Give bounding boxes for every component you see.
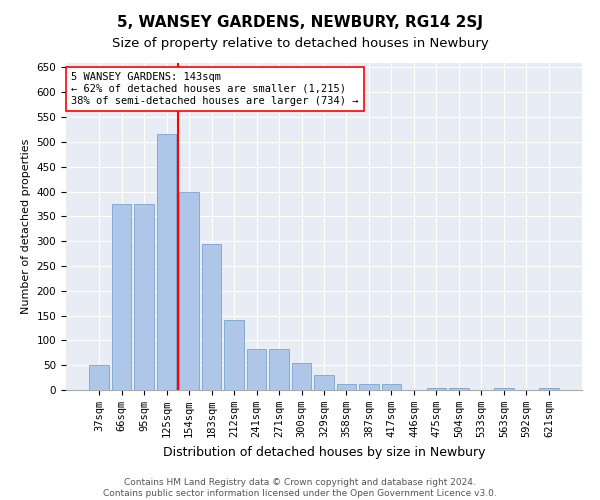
Bar — [202, 244, 221, 390]
Bar — [112, 204, 131, 390]
Bar — [292, 362, 311, 390]
Bar — [157, 134, 176, 390]
Bar — [539, 388, 559, 390]
Y-axis label: Number of detached properties: Number of detached properties — [21, 138, 31, 314]
Bar — [337, 384, 356, 390]
Bar — [134, 204, 154, 390]
Bar — [89, 365, 109, 390]
Text: 5 WANSEY GARDENS: 143sqm
← 62% of detached houses are smaller (1,215)
38% of sem: 5 WANSEY GARDENS: 143sqm ← 62% of detach… — [71, 72, 359, 106]
Bar — [314, 375, 334, 390]
Text: Size of property relative to detached houses in Newbury: Size of property relative to detached ho… — [112, 38, 488, 51]
Bar — [359, 384, 379, 390]
Bar — [449, 388, 469, 390]
Text: 5, WANSEY GARDENS, NEWBURY, RG14 2SJ: 5, WANSEY GARDENS, NEWBURY, RG14 2SJ — [117, 15, 483, 30]
Bar — [269, 350, 289, 390]
Bar — [382, 384, 401, 390]
Bar — [224, 320, 244, 390]
X-axis label: Distribution of detached houses by size in Newbury: Distribution of detached houses by size … — [163, 446, 485, 458]
Bar — [247, 350, 266, 390]
Bar — [427, 388, 446, 390]
Bar — [494, 388, 514, 390]
Text: Contains HM Land Registry data © Crown copyright and database right 2024.
Contai: Contains HM Land Registry data © Crown c… — [103, 478, 497, 498]
Bar — [179, 192, 199, 390]
